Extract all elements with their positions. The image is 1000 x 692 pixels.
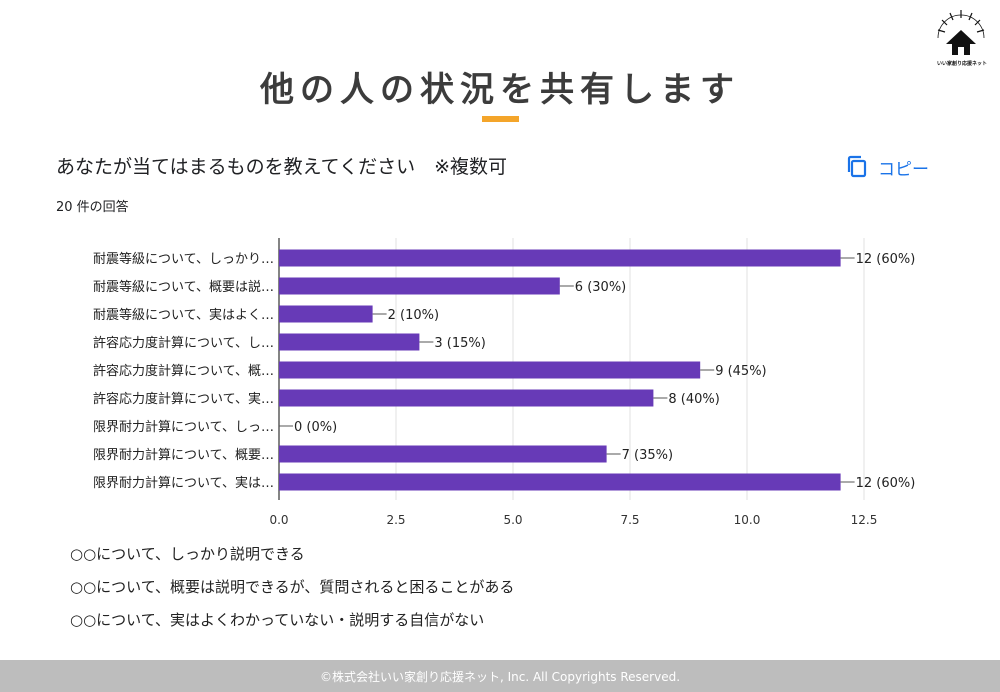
title-accent-bar	[482, 116, 519, 122]
category-label: 許容応力度計算について、実…	[93, 391, 274, 407]
x-tick-label: 7.5	[620, 513, 639, 527]
copy-button[interactable]: コピー	[846, 152, 929, 182]
bar	[279, 249, 841, 267]
bar-chart: 0.0 2.5 5.0 7.5 10.0 12.5 12 (60%) 耐震等級について、しっか…	[93, 238, 916, 527]
company-logo-icon	[937, 10, 985, 55]
data-label: 9 (45%)	[715, 364, 766, 379]
category-label: 限界耐力計算について、実は…	[93, 475, 274, 491]
data-label: 8 (40%)	[668, 392, 719, 407]
legend-item: ○○について、実はよくわかっていない・説明する自信がない	[70, 611, 485, 629]
x-tick-label: 2.5	[386, 513, 405, 527]
category-label: 限界耐力計算について、しっ…	[93, 419, 274, 435]
page-title: 他の人の状況を共有します	[260, 70, 740, 110]
data-label: 7 (35%)	[622, 448, 673, 463]
bar	[279, 361, 701, 379]
data-label: 6 (30%)	[575, 280, 626, 295]
category-label: 許容応力度計算について、し…	[93, 335, 274, 351]
data-label: 2 (10%)	[388, 308, 439, 323]
category-label: 耐震等級について、しっかり…	[93, 251, 274, 267]
bar	[279, 277, 560, 295]
data-label: 3 (15%)	[434, 336, 485, 351]
category-label: 耐震等級について、実はよく…	[93, 307, 274, 323]
bar	[279, 473, 841, 491]
category-label: 許容応力度計算について、概…	[93, 363, 274, 379]
data-label: 12 (60%)	[856, 252, 916, 267]
x-tick-label: 5.0	[503, 513, 522, 527]
bar	[279, 333, 420, 351]
x-tick-label: 10.0	[734, 513, 761, 527]
option-legend: ○○について、しっかり説明できる ○○について、概要は説明できるが、質問されると…	[70, 543, 514, 642]
bar	[279, 389, 654, 407]
question-text: あなたが当てはまるものを教えてください ※複数可	[56, 156, 508, 178]
copy-icon	[847, 155, 867, 178]
legend-item: ○○について、概要は説明できるが、質問されると困ることがある	[70, 578, 515, 596]
legend-item: ○○について、しっかり説明できる	[70, 545, 305, 563]
data-label: 0 (0%)	[294, 420, 337, 435]
x-tick-label: 12.5	[851, 513, 878, 527]
footer: ©株式会社いい家創り応援ネット, Inc. All Copyrights Res…	[0, 660, 1000, 692]
bar	[279, 305, 373, 323]
response-count: 20 件の回答	[56, 200, 129, 215]
logo-caption: いい家創り応援ネット	[936, 61, 987, 67]
x-tick-label: 0.0	[269, 513, 288, 527]
copy-label: コピー	[878, 159, 929, 180]
category-label: 限界耐力計算について、概要…	[93, 447, 274, 463]
data-label: 12 (60%)	[856, 476, 916, 491]
category-label: 耐震等級について、概要は説…	[93, 279, 274, 295]
copyright-text: ©株式会社いい家創り応援ネット, Inc. All Copyrights Res…	[319, 669, 681, 684]
bar	[279, 445, 607, 463]
